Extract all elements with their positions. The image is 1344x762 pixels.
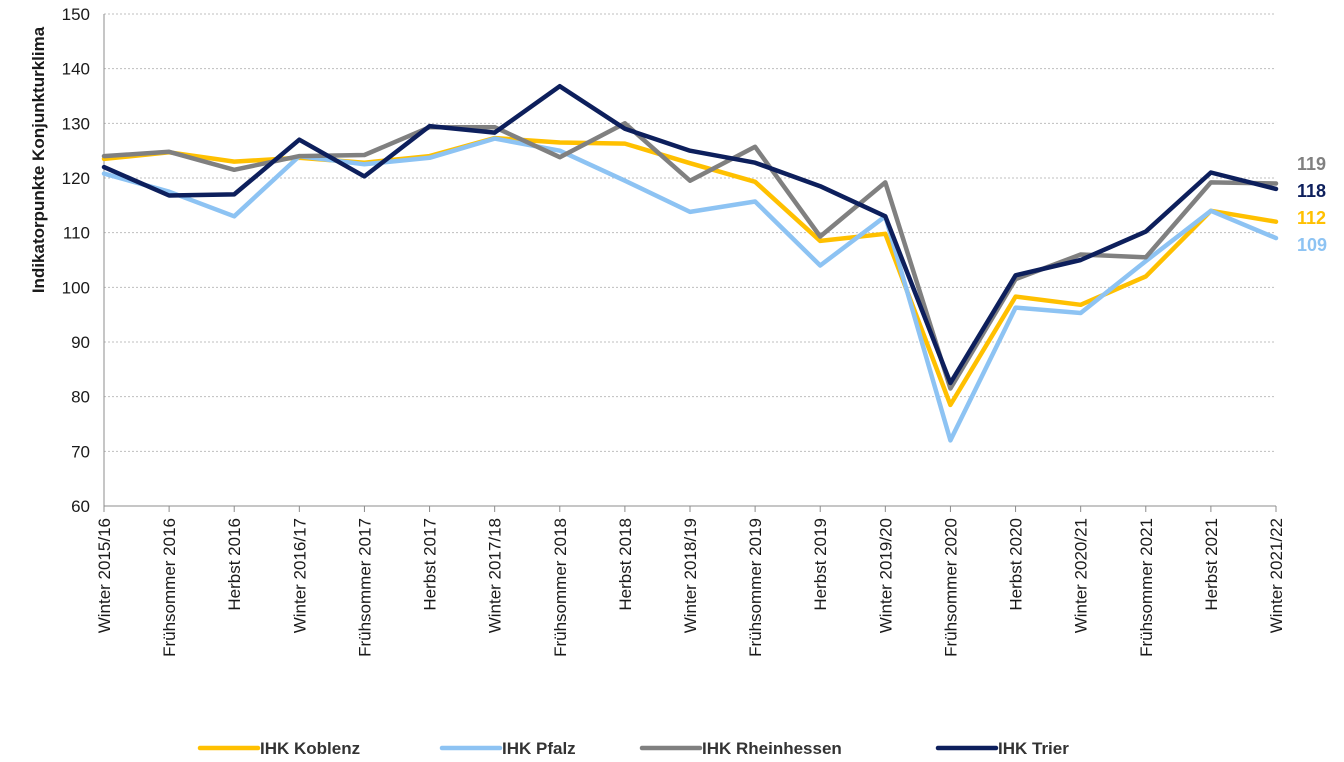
legend-entry: IHK Pfalz bbox=[502, 739, 576, 758]
x-tick-label: Frühsommer 2020 bbox=[941, 518, 960, 657]
x-tick-label: Frühsommer 2018 bbox=[551, 518, 570, 657]
x-tick-label: Frühsommer 2016 bbox=[160, 518, 179, 657]
legend-entry: IHK Koblenz bbox=[260, 739, 360, 758]
y-axis-tick-labels: 60 70 80 90 100 110 120 130 140 150 bbox=[62, 5, 90, 516]
y-tick-label: 150 bbox=[62, 5, 90, 24]
series-line-ihk-pfalz bbox=[101, 136, 1279, 443]
x-tick-label: Winter 2020/21 bbox=[1072, 518, 1091, 633]
x-tick-label: Frühsommer 2019 bbox=[746, 518, 765, 657]
x-axis-tick-labels: Winter 2015/16 Frühsommer 2016 Herbst 2016… bbox=[95, 518, 1286, 657]
y-tick-label: 130 bbox=[62, 114, 90, 133]
y-tick-label: 60 bbox=[71, 497, 90, 516]
end-value-label: 112 bbox=[1297, 208, 1326, 228]
x-tick-label: Herbst 2017 bbox=[421, 518, 440, 611]
grid-lines bbox=[104, 13, 1276, 452]
x-tick-label: Winter 2016/17 bbox=[290, 518, 309, 633]
x-tick-label: Winter 2017/18 bbox=[486, 518, 505, 633]
legend-entry: IHK Rheinhessen bbox=[702, 739, 842, 758]
legend-entry: IHK Trier bbox=[998, 739, 1069, 758]
y-tick-label: 100 bbox=[62, 278, 90, 297]
end-value-label: 109 bbox=[1297, 235, 1327, 255]
x-tick-label: Herbst 2019 bbox=[811, 518, 830, 611]
y-axis-label: Indikatorpunkte Konjunkturklima bbox=[29, 26, 48, 293]
x-tick-label: Winter 2018/19 bbox=[681, 518, 700, 633]
x-tick-label: Frühsommer 2017 bbox=[355, 518, 374, 657]
end-value-label: 118 bbox=[1297, 181, 1326, 201]
y-tick-label: 70 bbox=[71, 442, 90, 461]
x-tick-label: Herbst 2016 bbox=[225, 518, 244, 611]
x-tick-label: Herbst 2021 bbox=[1202, 518, 1221, 611]
x-tick-label: Winter 2015/16 bbox=[95, 518, 114, 633]
series-lines bbox=[101, 83, 1279, 443]
x-tick-label: Winter 2021/22 bbox=[1267, 518, 1286, 633]
y-tick-label: 80 bbox=[71, 388, 90, 407]
x-tick-label: Herbst 2018 bbox=[616, 518, 635, 611]
end-value-labels: 119 118 112 109 bbox=[1297, 154, 1327, 255]
x-tick-label: Herbst 2020 bbox=[1007, 518, 1026, 611]
y-tick-label: 140 bbox=[62, 60, 90, 79]
x-tick-label: Winter 2019/20 bbox=[876, 518, 895, 633]
y-tick-label: 90 bbox=[71, 333, 90, 352]
legend: IHK Koblenz IHK Pfalz IHK Rheinhessen IHK T… bbox=[197, 739, 1069, 758]
x-tick-label: Frühsommer 2021 bbox=[1137, 518, 1156, 657]
y-tick-label: 110 bbox=[63, 224, 90, 243]
series-line-ihk-trier bbox=[101, 83, 1279, 386]
y-tick-label: 120 bbox=[62, 169, 90, 188]
end-value-label: 119 bbox=[1297, 154, 1326, 174]
series-line-ihk-rheinhessen bbox=[101, 121, 1279, 391]
axes bbox=[103, 14, 1277, 512]
